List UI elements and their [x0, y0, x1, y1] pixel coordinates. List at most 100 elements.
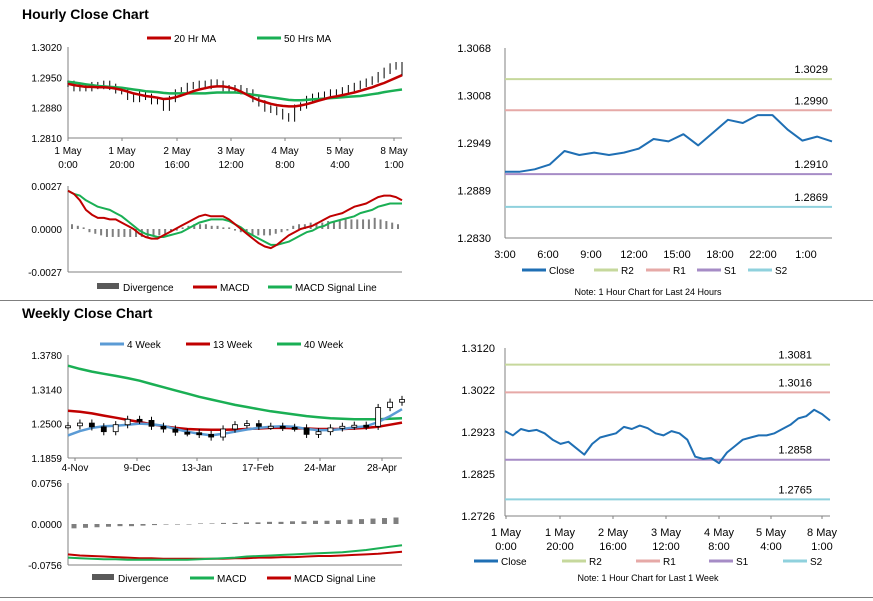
hourly-divergence-bar	[76, 225, 79, 229]
hourly-ma20-line	[67, 74, 403, 108]
weekly-pivot-ytick: 1.2923	[461, 427, 495, 439]
weekly-candle-body	[220, 428, 226, 438]
weekly-divergence-bar	[393, 517, 399, 524]
hourly-divergence-bar	[164, 229, 167, 234]
legend-hourly-divergence-label: Divergence	[123, 283, 174, 294]
hourly-section-title: Hourly Close Chart	[22, 6, 149, 22]
weekly-divergence-bar	[278, 521, 284, 524]
hourly-divergence-bar	[216, 225, 219, 229]
section-divider	[0, 300, 873, 301]
weekly-pivot-ytick: 1.2726	[461, 511, 495, 523]
weekly-candle-body	[172, 428, 179, 433]
hourly-divergence-bar	[303, 224, 306, 229]
legend-weekly-pivot-s2-label: S2	[810, 557, 823, 568]
weekly-candle-body	[88, 422, 95, 428]
weekly-divergence-bar	[117, 524, 123, 527]
weekly-candle-body	[196, 432, 203, 436]
hourly-divergence-bar	[286, 229, 289, 231]
hourly-divergence-bar	[367, 219, 370, 229]
legend-50hrs-ma-label: 50 Hrs MA	[284, 34, 332, 45]
hourly-pivot-xtick: 15:00	[663, 249, 691, 261]
hourly-divergence-bar	[292, 225, 295, 229]
hourly-divergence-bar	[181, 227, 184, 229]
legend-hourly-pivot-close-label: Close	[549, 266, 575, 277]
weekly-pivot-xtick-time: 0:00	[495, 541, 516, 553]
hourly-price-xtick-time: 16:00	[164, 160, 189, 171]
hourly-divergence-bar	[315, 222, 318, 229]
weekly-price-xtick: 4-Nov	[62, 463, 89, 474]
hourly-pivot-close-line	[505, 114, 833, 173]
weekly-divergence-bar	[359, 519, 364, 524]
hourly-price-ytick: 1.2880	[31, 104, 62, 115]
weekly-divergence-bar	[255, 522, 261, 524]
weekly-pivot-xtick-time: 1:00	[811, 541, 832, 553]
legend-hourly-pivot-r2-label: R2	[621, 266, 634, 277]
hourly-ma50-line	[67, 80, 403, 102]
weekly-candle-body	[65, 425, 71, 429]
weekly-divergence-bar	[152, 524, 157, 526]
legend-weekly-pivot-close-label: Close	[501, 557, 527, 568]
weekly-pivot-xtick-date: 4 May	[704, 527, 734, 539]
hourly-price-ytick: 1.2950	[31, 73, 62, 84]
hourly-divergence-bar	[373, 217, 376, 229]
hourly-macd-line	[67, 189, 403, 250]
hourly-pivot-note: Note: 1 Hour Chart for Last 24 Hours	[574, 287, 722, 297]
weekly-divergence-bar	[198, 523, 203, 524]
weekly-pivot-xtick-date: 2 May	[598, 527, 628, 539]
hourly-divergence-bar	[251, 229, 254, 236]
hourly-divergence-bar	[152, 229, 155, 236]
weekly-pivot-note: Note: 1 Hour Chart for Last 1 Week	[578, 573, 719, 583]
weekly-ma40-line	[67, 364, 403, 421]
weekly-candle-body	[100, 426, 107, 433]
hourly-macd-ytick: 0.0000	[31, 225, 62, 236]
hourly-divergence-bar	[298, 224, 301, 229]
hourly-divergence-bar	[193, 224, 196, 229]
weekly-candle-body	[291, 426, 298, 430]
weekly-divergence-bar	[140, 524, 146, 526]
hourly-divergence-bar	[362, 219, 365, 229]
legend-weekly-signal-label: MACD Signal Line	[294, 574, 376, 585]
legend-weekly-divergence-swatch	[92, 574, 114, 580]
hourly-divergence-bar	[105, 229, 108, 237]
weekly-candle-body	[136, 418, 143, 422]
weekly-price-ytick: 1.3140	[31, 385, 62, 396]
weekly-divergence-bar	[267, 521, 272, 524]
weekly-divergence-bar	[313, 520, 318, 524]
weekly-pivot-r2-label: 1.3081	[778, 350, 812, 362]
weekly-pivot-xtick-time: 8:00	[708, 541, 729, 553]
weekly-candle-body	[184, 431, 191, 435]
weekly-pivot-ytick: 1.3120	[461, 343, 495, 355]
weekly-section-title: Weekly Close Chart	[22, 305, 153, 321]
weekly-candle-body	[303, 427, 310, 435]
bottom-divider	[0, 597, 873, 598]
hourly-price-xtick-date: 4 May	[271, 146, 298, 157]
weekly-candle-body	[399, 399, 405, 403]
hourly-pivot-ytick: 1.2949	[457, 138, 491, 150]
weekly-candle-body	[267, 425, 274, 429]
hourly-divergence-bar	[204, 224, 207, 229]
hourly-macd-ytick: -0.0027	[28, 268, 62, 279]
weekly-divergence-bar	[382, 518, 387, 524]
hourly-price-xtick-date: 1 May	[54, 146, 81, 157]
hourly-divergence-bar	[175, 229, 178, 231]
hourly-pivot-xtick: 6:00	[537, 249, 558, 261]
weekly-candle-body	[208, 433, 215, 438]
weekly-macd-ytick: 0.0000	[31, 520, 62, 531]
hourly-divergence-bar	[135, 229, 138, 237]
hourly-pivot-r2-label: 1.3029	[794, 64, 828, 76]
hourly-pivot-ytick: 1.3068	[457, 43, 491, 55]
weekly-divergence-bar	[106, 524, 111, 527]
weekly-macd-ytick: -0.0756	[28, 561, 62, 572]
hourly-pivot-xtick: 9:00	[580, 249, 601, 261]
weekly-candle-body	[124, 418, 131, 426]
hourly-divergence-bar	[239, 229, 242, 233]
weekly-divergence-bar	[244, 522, 249, 524]
hourly-divergence-bar	[344, 219, 347, 229]
hourly-pivot-ytick: 1.2830	[457, 233, 491, 245]
legend-hourly-macd-label: MACD	[220, 283, 249, 294]
hourly-pivot-xtick: 12:00	[620, 249, 648, 261]
hourly-divergence-bar	[82, 227, 85, 229]
weekly-candle-body	[232, 424, 238, 430]
weekly-divergence-bar	[186, 524, 192, 525]
weekly-candle-body	[160, 425, 167, 430]
